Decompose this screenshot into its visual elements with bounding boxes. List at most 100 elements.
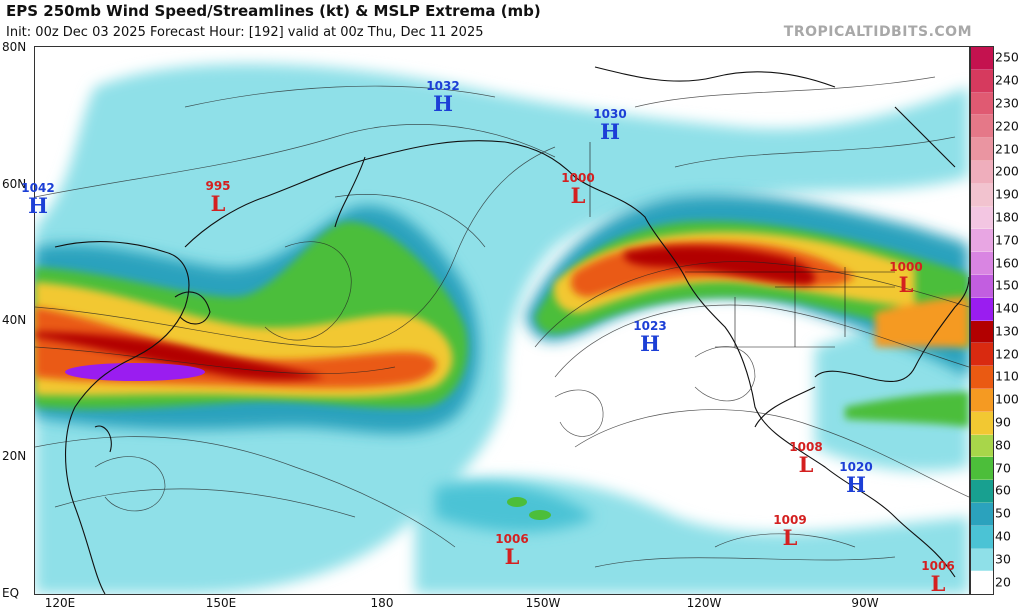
colorbar-swatch <box>971 388 993 412</box>
colorbar-label: 70 <box>995 460 1011 476</box>
borders <box>589 142 895 348</box>
coastlines <box>54 66 969 594</box>
pressure-value: 1000 <box>889 260 923 274</box>
colorbar-label: 60 <box>995 482 1011 498</box>
jet-max-purple <box>65 363 205 381</box>
map-canvas <box>34 46 970 595</box>
colorbar-label: 20 <box>995 574 1011 590</box>
pressure-value: 995 <box>205 179 231 193</box>
colorbar-swatch <box>971 343 993 367</box>
pressure-value: 1020 <box>839 460 873 474</box>
wind-band-green-gulf <box>845 392 969 427</box>
colorbar-swatch <box>971 366 993 389</box>
high-pressure-marker: 1023 H <box>633 320 666 355</box>
pressure-value: 1008 <box>789 440 823 454</box>
colorbar-label: 190 <box>995 186 1019 202</box>
colorbar-label: 170 <box>995 232 1019 248</box>
pressure-letter: H <box>640 331 660 356</box>
pressure-value: 1042 <box>21 181 55 195</box>
pressure-value: 1006 <box>495 532 529 546</box>
colorbar-label: 180 <box>995 209 1019 225</box>
lon-label-180: 180 <box>370 596 394 610</box>
colorbar-label: 50 <box>995 505 1011 521</box>
colorbar-label: 200 <box>995 163 1019 179</box>
colorbar-swatch <box>971 92 993 116</box>
wind-band-teal-south <box>435 483 595 532</box>
high-pressure-marker: 1020 H <box>839 461 872 496</box>
pressure-value: 1030 <box>593 107 627 121</box>
low-pressure-marker: 1006 L <box>921 560 954 595</box>
high-pressure-marker: 1032 H <box>426 80 459 115</box>
pressure-value: 1009 <box>773 513 807 527</box>
colorbar-swatch <box>971 525 993 549</box>
colorbar-label: 230 <box>995 95 1019 111</box>
colorbar-swatch <box>971 411 993 435</box>
low-pressure-marker: 1009 L <box>773 514 806 549</box>
wind-field <box>35 63 969 594</box>
lat-label-60n: 60N <box>2 177 27 191</box>
pressure-value: 1000 <box>561 171 595 185</box>
streamlines <box>35 76 969 568</box>
colorbar-label: 80 <box>995 437 1011 453</box>
wind-patch-green-1 <box>507 497 527 507</box>
pressure-letter: L <box>210 191 226 216</box>
colorbar-swatch <box>971 115 993 139</box>
colorbar-label: 110 <box>995 368 1019 384</box>
lat-label-80n: 80N <box>2 40 27 54</box>
pressure-letter: L <box>782 525 798 550</box>
colorbar-swatch <box>971 502 993 526</box>
colorbar-label: 140 <box>995 300 1019 316</box>
pressure-value: 1006 <box>921 559 955 573</box>
colorbar-swatch <box>971 297 993 321</box>
map-title: EPS 250mb Wind Speed/Streamlines (kt) & … <box>6 2 541 20</box>
colorbar-swatch <box>971 183 993 207</box>
colorbar-label: 250 <box>995 49 1019 65</box>
colorbar-swatch <box>971 274 993 298</box>
lon-label-120w: 120W <box>686 596 722 610</box>
colorbar-label: 210 <box>995 141 1019 157</box>
colorbar-swatch <box>971 252 993 275</box>
pressure-letter: L <box>798 452 814 477</box>
colorbar-swatch <box>971 206 993 230</box>
colorbar-label: 30 <box>995 551 1011 567</box>
lon-label-150w: 150W <box>525 596 561 610</box>
colorbar-label: 130 <box>995 323 1019 339</box>
colorbar-label: 160 <box>995 255 1019 271</box>
colorbar-label: 220 <box>995 118 1019 134</box>
colorbar-label: 120 <box>995 346 1019 362</box>
colorbar-swatch <box>971 47 993 70</box>
colorbar-swatch <box>971 434 993 458</box>
pressure-letter: H <box>433 91 453 116</box>
wind-core-red-west <box>35 332 325 381</box>
colorbar-label: 150 <box>995 277 1019 293</box>
colorbar-swatch <box>971 480 993 503</box>
low-pressure-marker: 1000 L <box>561 172 594 207</box>
pressure-letter: H <box>846 472 866 497</box>
pressure-value: 1023 <box>633 319 667 333</box>
pressure-letter: H <box>600 119 620 144</box>
pressure-letter: L <box>898 272 914 297</box>
pressure-letter: L <box>504 544 520 569</box>
colorbar-label: 40 <box>995 528 1011 544</box>
map-subtitle: Init: 00z Dec 03 2025 Forecast Hour: [19… <box>6 25 484 40</box>
pressure-letter: L <box>570 183 586 208</box>
lon-label-120e: 120E <box>44 596 76 610</box>
low-pressure-marker: 1000 L <box>889 261 922 296</box>
colorbar-swatch <box>971 571 993 595</box>
colorbar-swatch <box>971 229 993 253</box>
low-pressure-marker: 1008 L <box>789 441 822 476</box>
high-pressure-marker: 1030 H <box>593 108 626 143</box>
pressure-letter: L <box>930 571 946 596</box>
colorbar-swatch <box>971 160 993 184</box>
colorbar-swatch <box>971 548 993 572</box>
low-pressure-marker: 1006 L <box>495 533 528 568</box>
colorbar-swatch <box>971 457 993 481</box>
low-pressure-marker: 995 L <box>205 180 230 215</box>
colorbar-swatch <box>971 320 993 344</box>
lon-label-90w: 90W <box>851 596 879 610</box>
lat-label-20n: 20N <box>2 449 27 463</box>
colorbar-label: 90 <box>995 414 1011 430</box>
lat-label-eq: EQ <box>2 586 20 600</box>
high-pressure-marker: 1042 H <box>21 182 54 217</box>
pressure-letter: H <box>28 193 48 218</box>
